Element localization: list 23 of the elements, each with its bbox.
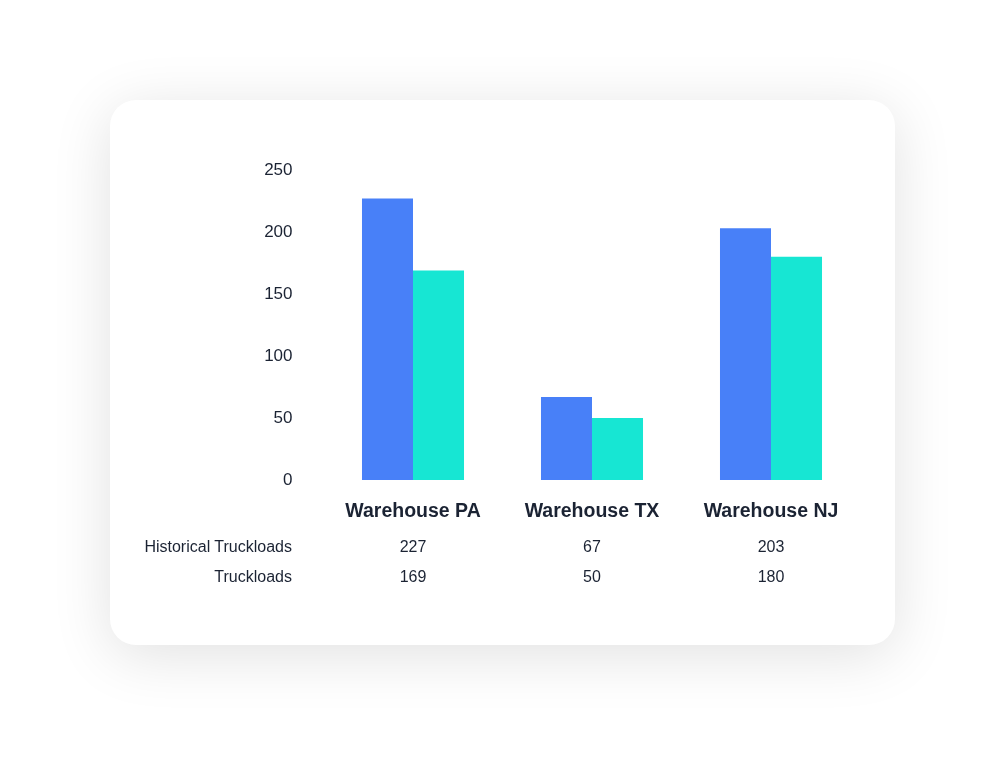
bar bbox=[719, 228, 771, 480]
y-tick-label: 250 bbox=[264, 159, 293, 179]
y-tick-label: 200 bbox=[264, 221, 293, 241]
bar bbox=[413, 270, 465, 480]
text: Truckloads bbox=[214, 567, 292, 585]
bar bbox=[540, 396, 592, 480]
data-label: 169 bbox=[399, 567, 427, 585]
text: Historical Truckloads bbox=[144, 537, 292, 555]
bar bbox=[771, 256, 823, 480]
data-label: 180 bbox=[757, 567, 785, 585]
y-tick-label: 50 bbox=[273, 407, 293, 427]
bar bbox=[361, 198, 413, 480]
y-tick-label: 150 bbox=[264, 283, 293, 303]
bar bbox=[592, 418, 644, 480]
data-label: 227 bbox=[399, 537, 427, 555]
x-tick-label: Warehouse TX bbox=[524, 499, 660, 522]
data-label: 67 bbox=[583, 537, 601, 555]
data-label: 50 bbox=[583, 567, 601, 585]
data-label: 203 bbox=[757, 537, 785, 555]
x-tick-label: Warehouse NJ bbox=[703, 499, 839, 522]
y-tick-label: 0 bbox=[283, 469, 293, 489]
x-tick-label: Warehouse PA bbox=[345, 499, 481, 522]
y-tick-label: 100 bbox=[264, 345, 293, 365]
